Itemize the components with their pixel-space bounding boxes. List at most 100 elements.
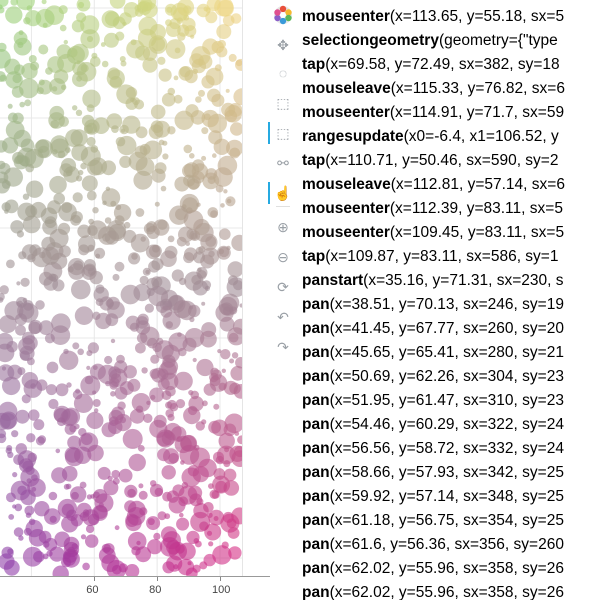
- scatter-point: [13, 154, 29, 170]
- zoom-in-tool-icon[interactable]: ⊕: [277, 218, 289, 235]
- undo-tool-icon[interactable]: ↶: [277, 308, 289, 325]
- log-event-args: (x=50.69, y=62.26, sx=304, sy=23: [329, 368, 564, 385]
- scatter-point: [12, 112, 24, 125]
- log-event-args: (x=62.02, y=55.96, sx=358, sy=26: [329, 560, 564, 577]
- scatter-point: [176, 0, 195, 16]
- scatter-point: [146, 287, 155, 297]
- scatter-point: [136, 540, 141, 546]
- scatter-point: [30, 201, 47, 218]
- scatter-point: [134, 99, 145, 110]
- scatter-point: [158, 139, 165, 146]
- log-entry: pan(x=38.51, y=70.13, sx=246, sy=19: [302, 293, 564, 317]
- scatter-point: [81, 175, 98, 192]
- scatter-point: [106, 113, 123, 130]
- log-entry: mouseenter(x=114.91, y=71.7, sx=59: [302, 101, 564, 125]
- scatter-point: [163, 448, 179, 465]
- scatter-point: [55, 448, 61, 454]
- scatter-point: [0, 364, 15, 382]
- log-event-args: (x=113.65, y=55.18, sx=5: [389, 8, 565, 25]
- reset-tool-icon[interactable]: ⟳: [277, 278, 289, 295]
- scatter-point: [25, 512, 32, 518]
- scatter-point: [0, 285, 9, 295]
- toolbar: ✥ ◌ ⬚ ⬚ ⚯ ☝ ⊕ ⊖ ⟳ ↶ ↷: [268, 0, 298, 600]
- scatter-point: [223, 189, 228, 194]
- scatter-point: [130, 39, 137, 46]
- scatter-plot[interactable]: [0, 0, 242, 576]
- scatter-point: [0, 553, 15, 570]
- scatter-point: [151, 37, 166, 52]
- scatter-point: [119, 56, 126, 62]
- scatter-point: [3, 167, 23, 187]
- scatter-point: [79, 481, 87, 489]
- scatter-point: [193, 251, 206, 264]
- scatter-point: [150, 354, 160, 364]
- scatter-point: [125, 514, 142, 532]
- scatter-point: [232, 318, 242, 335]
- scatter-point: [4, 58, 21, 75]
- scatter-point: [74, 446, 92, 464]
- zoom-in-box-tool-icon[interactable]: ⬚: [276, 94, 290, 111]
- log-entry: pan(x=58.66, y=57.93, sx=342, sy=25: [302, 461, 564, 485]
- scatter-point: [4, 199, 19, 214]
- log-entry: mouseenter(x=109.45, y=83.11, sx=5: [302, 221, 564, 245]
- scatter-point: [0, 71, 6, 82]
- scatter-point: [0, 401, 18, 421]
- scatter-point: [66, 382, 72, 388]
- scatter-point: [135, 316, 149, 329]
- log-event-name: pan: [302, 296, 330, 313]
- zoom-out-tool-icon[interactable]: ⊖: [277, 248, 289, 265]
- scatter-point: [120, 60, 127, 67]
- log-event-name: pan: [302, 440, 330, 457]
- scatter-point: [57, 53, 76, 73]
- scatter-point: [19, 350, 30, 361]
- log-event-args: (x=110.71, y=50.46, sx=590, sy=2: [325, 152, 559, 169]
- scatter-point: [122, 21, 127, 27]
- scatter-point: [49, 78, 66, 95]
- scatter-point: [49, 546, 65, 562]
- scatter-point: [22, 215, 41, 234]
- scatter-point: [228, 332, 239, 343]
- scatter-point: [116, 354, 125, 364]
- scatter-point: [58, 350, 79, 370]
- scatter-point: [203, 383, 216, 396]
- scatter-point: [28, 321, 41, 335]
- scatter-point: [161, 390, 172, 401]
- scatter-point: [75, 388, 81, 394]
- x-tick-label: 80: [149, 584, 162, 596]
- scatter-point: [33, 419, 45, 431]
- pan-tool-icon[interactable]: ✥: [277, 36, 289, 53]
- scatter-point: [191, 274, 202, 285]
- scatter-point: [15, 324, 26, 336]
- scatter-point: [81, 264, 97, 280]
- scatter-point: [87, 244, 95, 252]
- scatter-point: [103, 480, 119, 496]
- scatter-point: [175, 399, 186, 409]
- redo-tool-icon[interactable]: ↷: [277, 338, 289, 355]
- scatter-point: [76, 75, 82, 82]
- tap-tool-icon[interactable]: ☝: [268, 182, 295, 204]
- scatter-point: [205, 168, 218, 180]
- scatter-point: [5, 259, 15, 269]
- scatter-point: [38, 44, 49, 55]
- log-event-name: mouseenter: [302, 8, 390, 25]
- scatter-point: [15, 443, 27, 455]
- scatter-point: [90, 145, 99, 153]
- scatter-point: [213, 468, 226, 480]
- scatter-point: [221, 541, 229, 549]
- log-event-args: (x=59.92, y=57.14, sx=348, sy=25: [329, 488, 564, 505]
- scatter-point: [88, 513, 100, 526]
- scatter-point: [63, 39, 68, 45]
- scatter-point: [216, 24, 232, 40]
- lasso-select-tool-icon[interactable]: ◌: [278, 65, 288, 81]
- poly-select-tool-icon[interactable]: ⚯: [277, 154, 289, 171]
- scatter-point: [10, 220, 24, 234]
- scatter-point: [214, 64, 222, 72]
- scatter-point: [178, 226, 194, 243]
- box-select-tool-icon[interactable]: ⬚: [268, 122, 295, 144]
- scatter-point: [107, 67, 121, 80]
- plot-canvas[interactable]: [0, 0, 243, 576]
- scatter-point: [111, 125, 119, 133]
- scatter-point: [13, 31, 28, 46]
- scatter-point: [65, 129, 83, 148]
- scatter-point: [217, 349, 222, 354]
